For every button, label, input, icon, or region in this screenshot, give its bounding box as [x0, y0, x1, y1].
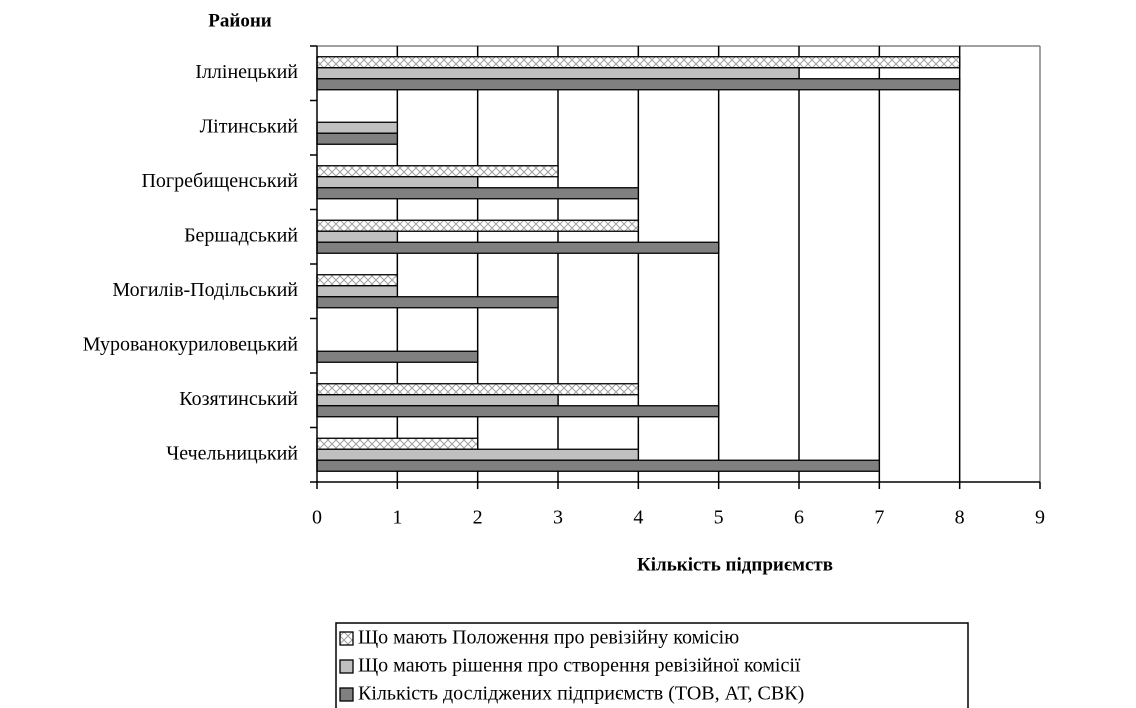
bar [316, 219, 639, 232]
y-tick-label: Мурованокуриловецький [83, 333, 299, 355]
bar [316, 67, 800, 80]
legend-label: Що мають рішення про створення ревізійно… [358, 655, 801, 677]
legend-swatch [339, 659, 354, 674]
x-tick-label: 8 [955, 507, 965, 529]
bar [316, 165, 559, 178]
y-tick-label: Чечельницький [166, 442, 298, 464]
bar [316, 285, 398, 298]
x-tick-label: 1 [392, 507, 402, 529]
bar [316, 241, 720, 254]
bar [316, 132, 398, 145]
x-axis-label: Кількість підприємств [637, 554, 833, 575]
y-axis-label: Райони [208, 10, 272, 31]
bar [316, 405, 720, 418]
bar [316, 176, 479, 189]
x-tick-label: 5 [714, 507, 724, 529]
bar [316, 437, 479, 450]
legend-swatch [339, 631, 354, 646]
x-tick-label: 4 [633, 507, 643, 529]
y-tick-label: Могилів-Подільський [112, 279, 298, 301]
legend-label: Що мають Положення про ревізійну комісію [358, 627, 739, 649]
y-tick-label: Іллінецький [195, 61, 298, 83]
y-tick-label: Козятинський [179, 388, 298, 410]
y-tick-label: Літинський [200, 115, 299, 137]
bar [316, 187, 639, 200]
bar [316, 230, 398, 243]
y-tick-label: Погребищенський [141, 170, 298, 192]
bar [316, 448, 639, 461]
x-tick-label: 6 [794, 507, 804, 529]
bar [316, 459, 880, 472]
bar [316, 78, 961, 91]
bar [316, 296, 559, 309]
bar [316, 350, 479, 363]
x-tick-label: 7 [874, 507, 884, 529]
x-tick-label: 9 [1035, 507, 1045, 529]
bar [316, 394, 559, 407]
x-tick-label: 0 [312, 507, 322, 529]
bar [316, 121, 398, 134]
x-tick-label: 2 [473, 507, 483, 529]
bar [316, 56, 961, 69]
legend-box [335, 622, 969, 708]
y-tick-label: Бершадський [184, 224, 298, 246]
x-tick-label: 3 [553, 507, 563, 529]
bar [316, 274, 398, 287]
legend-label: Кількість досліджених підприємств (ТОВ, … [358, 683, 804, 705]
legend-swatch [339, 687, 354, 702]
bar [316, 383, 639, 396]
